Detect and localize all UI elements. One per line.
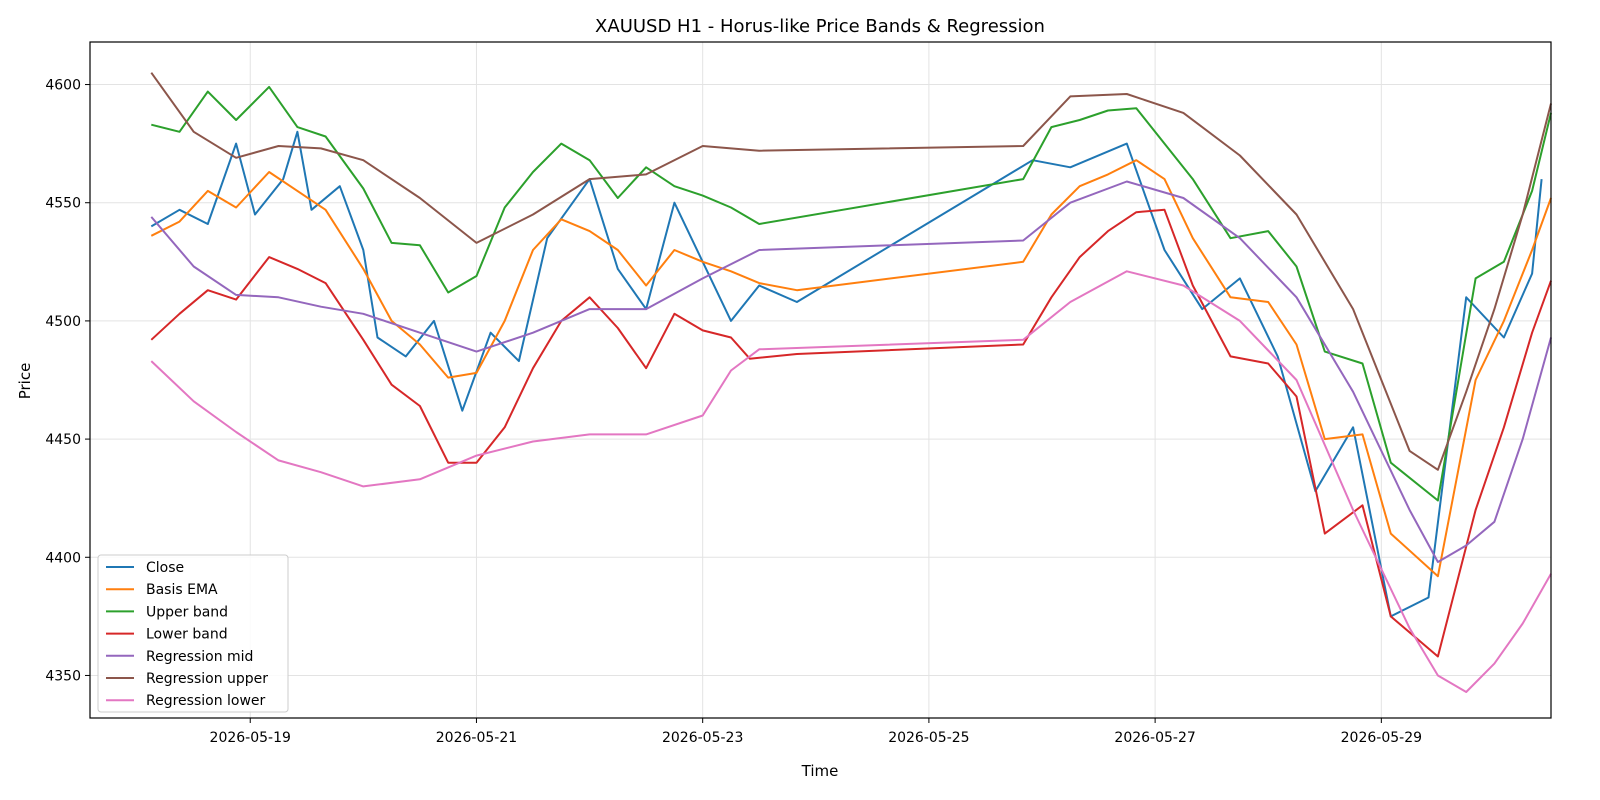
legend-label: Regression mid — [146, 649, 253, 665]
legend-label: Close — [146, 560, 184, 576]
plot-area — [89, 41, 1552, 719]
chart-title: XAUUSD H1 - Horus-like Price Bands & Reg… — [595, 16, 1045, 37]
legend-box — [97, 554, 289, 713]
x-tick-label: 2026-05-21 — [436, 730, 517, 746]
y-tick-label: 4400 — [45, 550, 81, 566]
y-tick-label: 4600 — [45, 78, 81, 94]
series-line-2 — [151, 85, 1552, 502]
x-tick-label: 2026-05-29 — [1341, 730, 1422, 746]
x-tick-label: 2026-05-19 — [210, 730, 291, 746]
series-line-4 — [150, 180, 1552, 563]
series-line-1 — [150, 159, 1552, 578]
y-tick-label: 4450 — [45, 432, 81, 448]
grid — [90, 42, 1551, 718]
axes: 2026-05-19 2026-05-21 2026-05-23 2026-05-25… — [45, 78, 1422, 746]
x-tick-label: 2026-05-25 — [888, 730, 969, 746]
legend-label: Regression upper — [146, 671, 268, 687]
y-tick-label: 4500 — [45, 314, 81, 330]
legend: Close Basis EMA Upper band Lower band Regres… — [97, 554, 289, 713]
legend-label: Regression lower — [146, 693, 266, 709]
series-line-5 — [150, 72, 1552, 471]
x-tick-label: 2026-05-23 — [662, 730, 743, 746]
legend-label: Lower band — [146, 627, 228, 643]
x-tick-label: 2026-05-27 — [1114, 730, 1195, 746]
y-tick-label: 4550 — [45, 196, 81, 212]
y-axis-label: Price — [16, 363, 34, 400]
legend-label: Upper band — [146, 604, 228, 620]
series-line-3 — [150, 208, 1552, 658]
series-line-6 — [150, 270, 1552, 693]
plot-lines — [150, 72, 1552, 693]
y-tick-label: 4350 — [45, 668, 81, 684]
x-axis-label: Time — [801, 762, 839, 780]
legend-label: Basis EMA — [146, 582, 218, 598]
series-line-0 — [150, 130, 1543, 618]
